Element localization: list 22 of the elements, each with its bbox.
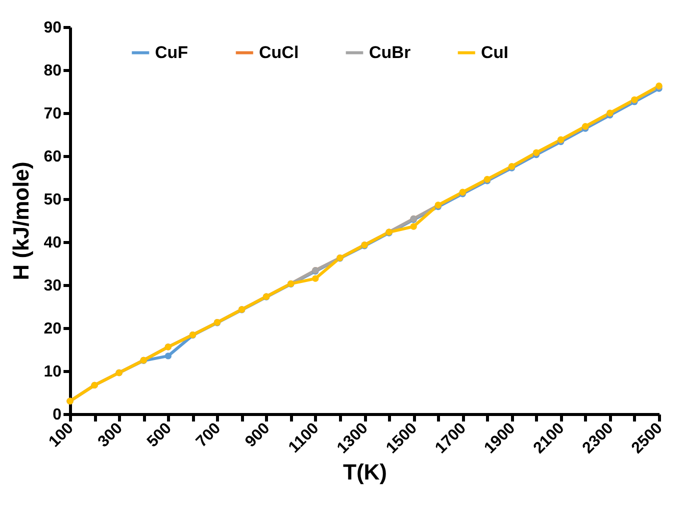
y-tick-label: 40	[44, 234, 62, 252]
y-axis-title: H (kJ/mole)	[8, 162, 34, 280]
y-tick-label: 70	[44, 106, 62, 122]
legend-label: CuF	[155, 42, 188, 62]
point	[164, 352, 172, 360]
legend-label: CuBr	[369, 42, 411, 62]
x-tick-label: 500	[144, 420, 176, 451]
y-tick-label: 80	[44, 62, 62, 80]
y-tick-label: 60	[44, 148, 62, 166]
legend-label: CuCl	[259, 42, 299, 62]
x-tick-label: 900	[242, 420, 274, 451]
y-tick-label: 30	[44, 278, 62, 294]
x-tick-label: 300	[95, 420, 126, 451]
point	[410, 223, 417, 230]
point	[312, 275, 319, 282]
legend-label: CuI	[481, 42, 508, 62]
y-tick-label: 10	[44, 364, 62, 380]
y-tick-label: 50	[44, 192, 62, 208]
x-tick-label: 700	[193, 420, 224, 451]
y-tick-label: 90	[44, 20, 62, 36]
x-axis-title: T(K)	[343, 459, 387, 484]
y-tick-label: 20	[44, 320, 62, 338]
